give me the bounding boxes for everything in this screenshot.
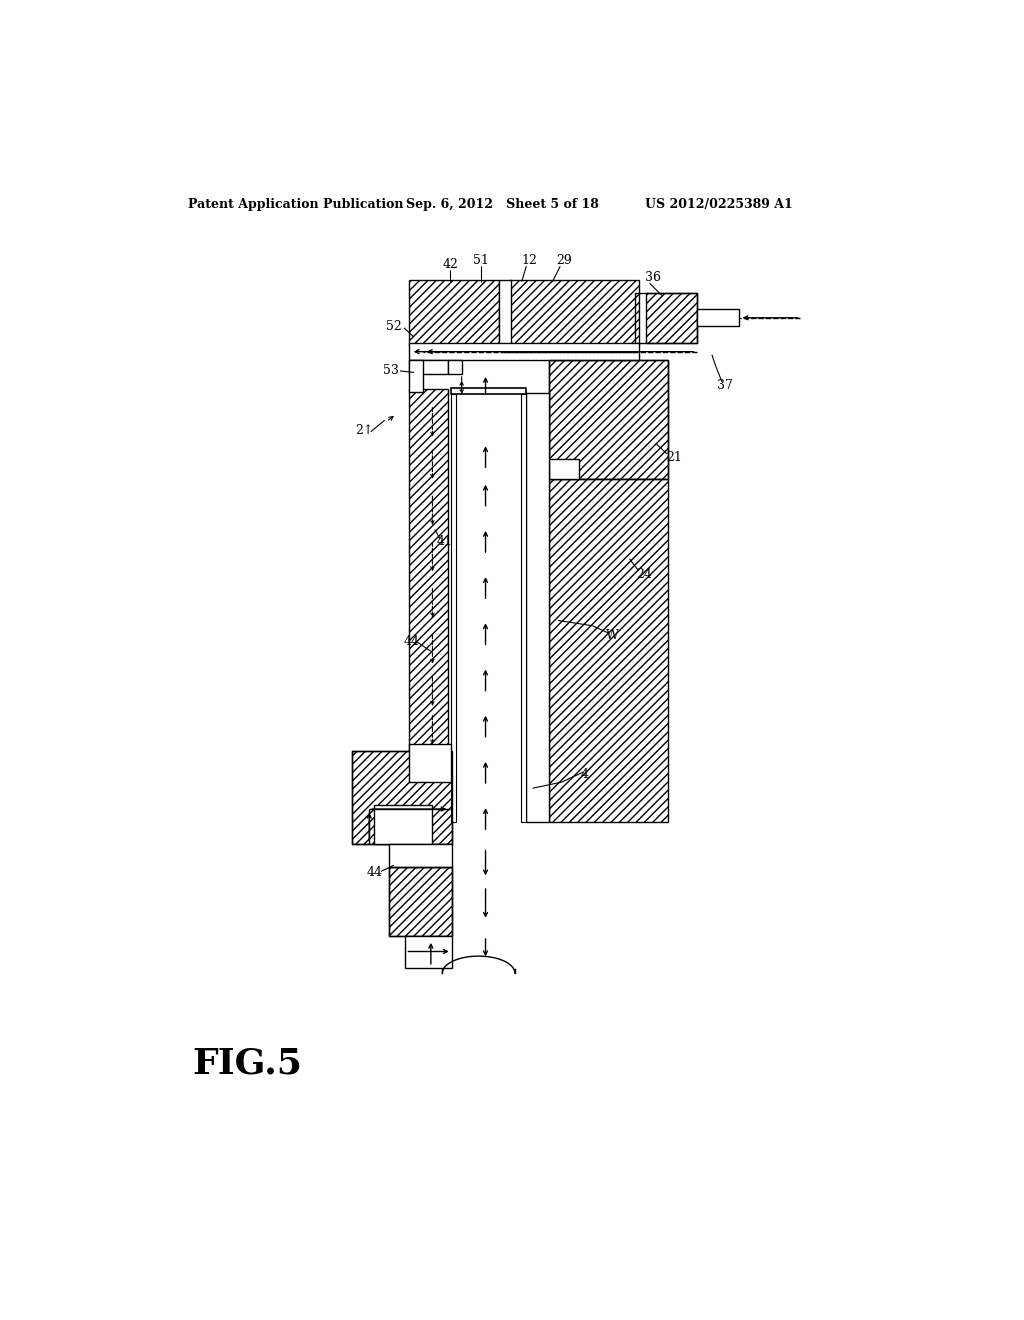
Text: 53: 53 (383, 363, 399, 376)
Text: 44: 44 (367, 866, 383, 879)
Bar (635, 293, 696, 343)
Text: 41: 41 (436, 536, 453, 548)
Bar (509, 280, 639, 345)
Bar (525, 393, 549, 822)
Bar (451, 395, 456, 822)
Bar (410, 343, 639, 360)
Text: 51: 51 (473, 255, 489, 268)
Text: 24: 24 (637, 568, 652, 581)
Text: 4: 4 (581, 768, 589, 781)
Bar (406, 936, 452, 969)
Text: 2↑: 2↑ (355, 424, 374, 437)
Text: 52: 52 (386, 319, 402, 333)
Text: 37: 37 (717, 379, 733, 392)
Bar (451, 388, 525, 395)
Bar (447, 360, 462, 374)
Bar (521, 395, 525, 822)
Bar (374, 805, 432, 843)
Text: FIG.5: FIG.5 (193, 1047, 302, 1080)
Text: 36: 36 (645, 271, 660, 284)
Bar (549, 459, 580, 479)
Bar (410, 360, 447, 374)
Text: 42: 42 (442, 259, 459, 271)
Text: Sep. 6, 2012   Sheet 5 of 18: Sep. 6, 2012 Sheet 5 of 18 (407, 198, 599, 211)
Bar (499, 280, 511, 345)
Bar (549, 479, 668, 822)
Text: 44: 44 (403, 635, 420, 648)
Text: 12: 12 (521, 255, 538, 268)
Bar (351, 751, 452, 843)
Bar (549, 360, 668, 479)
Text: US 2012/0225389 A1: US 2012/0225389 A1 (645, 198, 793, 211)
Bar (410, 280, 499, 345)
Text: Patent Application Publication: Patent Application Publication (188, 198, 403, 211)
Bar (410, 743, 451, 781)
Text: 21: 21 (666, 450, 682, 463)
Bar (646, 293, 696, 343)
Bar (410, 389, 447, 767)
Bar (388, 867, 452, 936)
Bar (549, 360, 668, 479)
Bar (388, 843, 452, 867)
Text: W: W (606, 630, 620, 643)
Bar (410, 360, 423, 392)
Text: 29: 29 (556, 255, 572, 268)
Bar (351, 751, 452, 843)
Bar (388, 867, 452, 936)
Bar (696, 309, 739, 326)
